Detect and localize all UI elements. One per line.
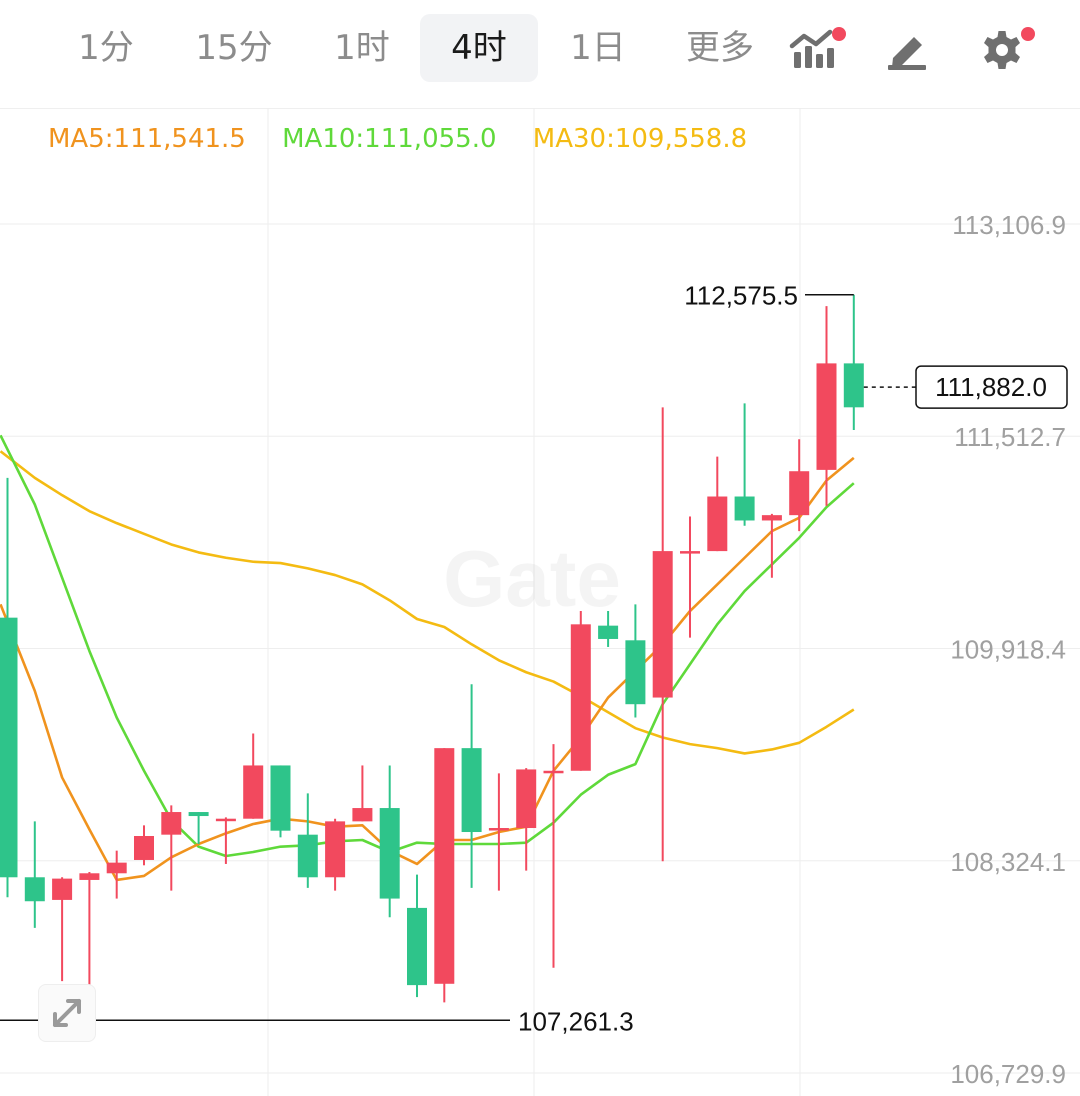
low-price-label: 107,261.3 [518, 1006, 634, 1036]
candle-body [488, 828, 509, 831]
tab-more[interactable]: 更多 [686, 28, 754, 68]
ma-legend: MA5:111,541.5 MA10:111,055.0 MA30:109,55… [48, 124, 775, 154]
candle-body [625, 640, 646, 705]
candle-body [24, 877, 45, 902]
candle-body [325, 821, 346, 878]
candle-body [734, 496, 755, 521]
candle-body [79, 873, 100, 880]
candle-body [297, 834, 318, 878]
tab-1hour[interactable]: 1时 [334, 28, 390, 68]
drawing-pen-icon[interactable] [880, 22, 936, 78]
tab-4hour[interactable]: 4时 [420, 14, 538, 82]
candle-body [407, 907, 427, 986]
ma5-label: MA5:111,541.5 [48, 124, 246, 154]
settings-gear-icon[interactable] [976, 22, 1035, 78]
candle-body [379, 808, 400, 899]
settings-badge-dot [1021, 27, 1035, 41]
candle-body [789, 471, 810, 516]
ma-line-ma30 [0, 450, 855, 755]
y-tick-label: 113,106.9 [952, 210, 1066, 240]
candle-body [680, 551, 700, 554]
candle-body [0, 617, 18, 878]
candle-body [543, 770, 564, 774]
candle-body [134, 836, 154, 860]
ma10-label: MA10:111,055.0 [282, 124, 497, 154]
fullscreen-expand-button[interactable] [38, 984, 96, 1042]
candle-body [243, 765, 264, 819]
ma-line-ma5 [0, 456, 855, 882]
ma30-label: MA30:109,558.8 [532, 124, 748, 154]
candle-body [570, 624, 591, 771]
candle-body [707, 496, 728, 552]
candle-body [816, 363, 837, 470]
ma-line-ma10 [0, 434, 855, 858]
candle-body [843, 363, 864, 408]
candle-body [434, 748, 455, 984]
y-tick-label: 111,512.7 [954, 422, 1066, 452]
indicator-badge-dot [832, 27, 846, 41]
y-tick-label: 109,918.4 [950, 635, 1066, 665]
tab-1day[interactable]: 1日 [570, 28, 626, 68]
candle-body [598, 625, 619, 639]
candle-body [461, 748, 482, 833]
indicator-chart-icon[interactable] [786, 22, 846, 78]
candle-body [215, 818, 236, 822]
gate-watermark: Gate [443, 534, 621, 623]
last-price-label: 111,882.0 [935, 372, 1047, 402]
candle-body [52, 878, 73, 900]
candlestick-chart[interactable]: 113,106.9 111,512.7 109,918.4 108,324.1 106,… [0, 108, 1080, 1096]
y-tick-label: 108,324.1 [950, 847, 1066, 877]
expand-arrows-icon [53, 999, 81, 1027]
candle-body [352, 808, 373, 822]
candle-body [161, 812, 182, 835]
y-tick-label: 106,729.9 [950, 1059, 1066, 1089]
candle-body [761, 515, 782, 521]
candle-body [516, 769, 537, 829]
high-price-label: 112,575.5 [684, 281, 798, 311]
candle-body [652, 551, 673, 698]
last-price-box [915, 365, 1068, 409]
tab-1min[interactable]: 1分 [78, 28, 134, 68]
candle-body [270, 765, 291, 831]
tab-15min[interactable]: 15分 [195, 28, 273, 68]
candle-body [106, 862, 127, 874]
timeframe-toolbar: 1分 15分 1时 4时 1日 更多 [0, 0, 1080, 109]
candle-body [188, 812, 209, 817]
